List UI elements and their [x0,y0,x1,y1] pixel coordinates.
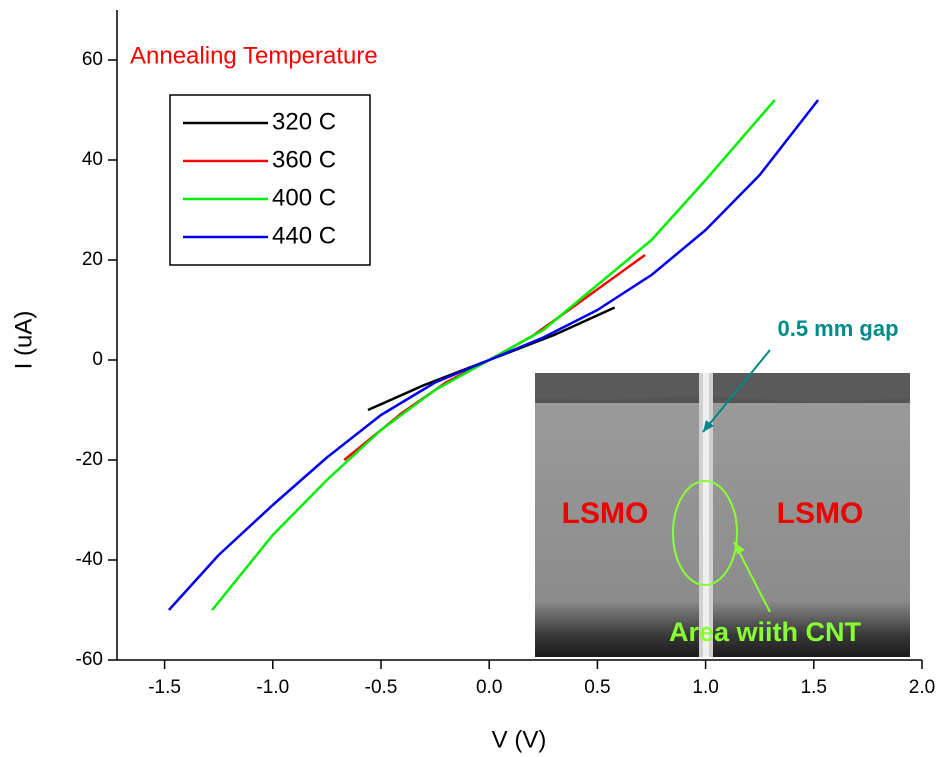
line [167,99,820,611]
x-axis-label: V (V) [492,726,547,753]
y-tick-label: 40 [82,149,103,170]
y-tick-label: 60 [82,49,103,70]
y-tick-label: -60 [76,649,103,670]
legend-label: 320 C [272,108,336,135]
legend-label: 440 C [272,222,336,249]
y-tick-label: -20 [76,449,103,470]
annotation: LSMO [562,497,649,530]
legend-box [169,94,371,266]
annotation: 0.5 mm gap [777,316,898,341]
legend-title: Annealing Temperature [130,42,378,69]
inset-image [535,349,910,657]
annotation: Area wiith CNT [669,617,862,647]
annotation: LSMO [777,497,864,530]
x-tick-label: -1.0 [256,677,289,698]
legend-label: 400 C [272,184,336,211]
x-tick-label: 1.5 [801,677,827,698]
legend-label: 360 C [272,146,336,173]
x-tick-label: -0.5 [365,677,398,698]
x-tick-label: 0.5 [584,677,610,698]
y-tick-label: -40 [76,549,103,570]
y-tick-label: 20 [82,249,103,270]
x-tick-label: 1.0 [692,677,718,698]
x-tick-label: 0.0 [476,677,502,698]
x-tick-label: -1.5 [148,677,181,698]
y-axis-label: I (uA) [10,311,37,370]
x-tick-label: 2.0 [909,677,935,698]
y-tick-label: 0 [92,349,103,370]
